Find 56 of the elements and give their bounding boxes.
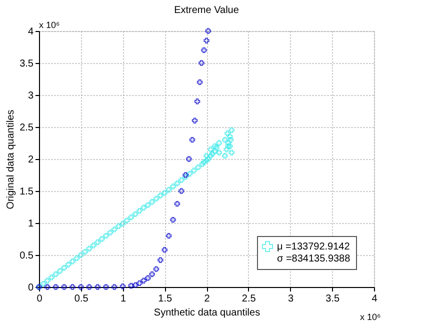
point: [128, 282, 134, 289]
x-tick-label: 4: [372, 294, 378, 304]
point: [158, 257, 164, 263]
x-tick-label: 3.5: [326, 294, 340, 304]
point: [103, 284, 109, 290]
x-tick-label: 0: [36, 294, 43, 304]
y-tick-label: 1.5: [20, 186, 34, 198]
y-axis-title: Original data quantiles: [6, 110, 17, 210]
text: x 10⁶: [360, 312, 382, 322]
chart-title: Extreme Value: [174, 5, 240, 16]
y-tick-label: 0.5: [20, 250, 34, 262]
point: [52, 284, 59, 290]
point: [198, 60, 204, 66]
point: [162, 247, 168, 253]
point: [205, 28, 212, 34]
point: [201, 47, 207, 54]
y-tick-label: 3: [28, 90, 34, 102]
x-tick-label: 3: [288, 294, 294, 304]
x-tick-label: 2.5: [242, 294, 256, 304]
point: [186, 156, 192, 162]
point: [136, 280, 142, 286]
x-tick-label: 2: [204, 294, 210, 304]
point: [78, 284, 84, 290]
y-tick-label: 2: [28, 154, 34, 166]
y-tick-label: 3.5: [20, 58, 34, 70]
point: [145, 275, 151, 281]
text: x 10⁶: [39, 20, 60, 30]
y-tick-label: 4: [28, 26, 34, 38]
point: [192, 118, 198, 124]
point: [132, 282, 138, 288]
x-tick-label: 0.5: [74, 294, 89, 304]
point: [94, 284, 100, 290]
point: [166, 232, 172, 239]
y-tick-label: 0: [28, 282, 34, 294]
point: [86, 284, 92, 290]
point: [61, 284, 67, 290]
point: [70, 284, 76, 290]
point: [120, 284, 126, 290]
point: [170, 216, 176, 223]
point: [189, 136, 196, 143]
x-axis-title: Synthetic data quantiles: [154, 308, 260, 318]
y-tick-label: 1: [28, 218, 34, 230]
point: [174, 200, 180, 207]
point: [140, 278, 147, 284]
legend-label: μ =133792.9142 σ =834135.9388: [277, 242, 351, 264]
y-tick-label: 2.5: [20, 122, 34, 134]
point: [149, 271, 155, 278]
x-tick-label: 1: [120, 294, 126, 304]
point: [44, 284, 50, 290]
point: [194, 98, 200, 104]
point: [178, 188, 184, 194]
point: [112, 284, 118, 290]
point: [196, 79, 203, 86]
point: [204, 38, 210, 44]
x-tick-label: 1.5: [158, 294, 173, 304]
point: [153, 266, 160, 272]
